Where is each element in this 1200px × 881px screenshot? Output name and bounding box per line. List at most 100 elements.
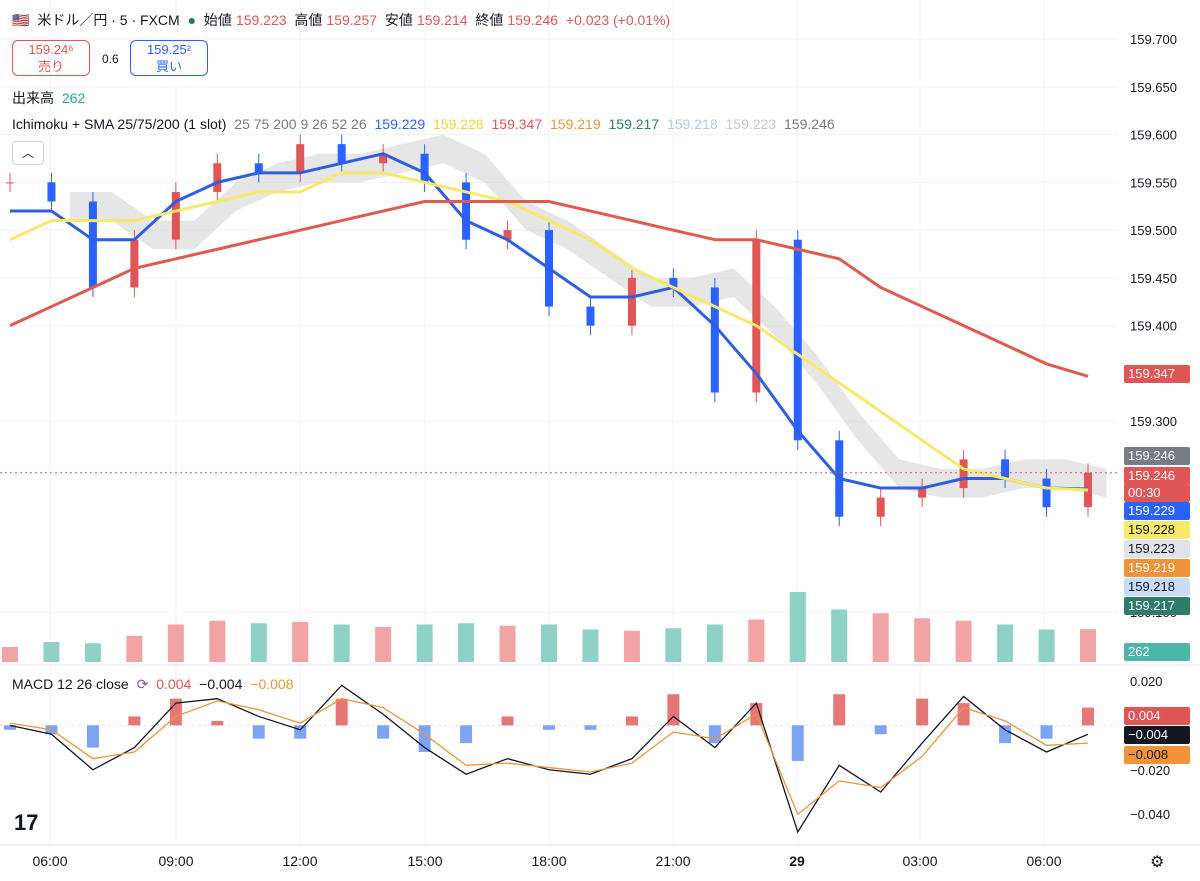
macd-line (9, 684, 1089, 834)
price-tag: 159.229 (1124, 502, 1190, 520)
macd-histogram-bar (4, 725, 16, 730)
ichimoku-legend[interactable]: Ichimoku + SMA 25/75/200 (1 slot) 25 75 … (12, 116, 839, 132)
macd-histogram-bar (833, 694, 846, 726)
macd-histogram-bar (377, 725, 390, 739)
sell-button[interactable]: 159.24⁶ 売り (12, 40, 90, 76)
volume-bar (167, 624, 184, 662)
volume-bar (126, 635, 143, 662)
price-axis-label: 159.600 (1130, 128, 1177, 143)
volume-bar (416, 624, 433, 662)
candle-body (627, 277, 636, 326)
macd-histogram-bar (916, 698, 929, 726)
candle-body (1042, 478, 1051, 508)
line-sma-75 (9, 171, 1089, 492)
volume-bar (2, 647, 18, 662)
volume-value: 262 (61, 90, 86, 106)
candle-body (379, 153, 388, 164)
price-axis-label: 159.700 (1130, 32, 1177, 47)
candle-body (503, 230, 512, 240)
change-value: +0.023 (+0.01%) (565, 12, 671, 28)
volume-label: 出来高 (12, 90, 54, 106)
price-tag: 159.223 (1124, 540, 1190, 558)
volume-bar (458, 623, 475, 662)
candle-body (586, 306, 595, 326)
sell-price: 159.24⁶ (28, 42, 74, 57)
symbol-name[interactable]: 米ドル／円 · 5 · FXCM (37, 12, 180, 28)
high-value: 159.257 (326, 12, 378, 28)
volume-bar (623, 630, 640, 662)
price-tag: 159.246 (1124, 447, 1190, 465)
macd-histogram-bar (791, 725, 804, 761)
price-axis-label: 159.400 (1130, 319, 1177, 334)
volume-bar (209, 620, 226, 662)
volume-bar (292, 622, 309, 662)
time-axis-label: 18:00 (531, 853, 566, 869)
candle-body (752, 239, 761, 393)
macd-pane (0, 684, 1118, 834)
volume-bar (375, 627, 392, 662)
buy-price: 159.25² (146, 42, 192, 57)
macd-histogram-bar (584, 725, 597, 730)
macd-histogram-bar (999, 725, 1012, 744)
candle-body (296, 144, 305, 173)
macd-histogram-bar (874, 725, 887, 735)
macd-axis-label: −0.020 (1130, 763, 1170, 778)
low-value: 159.214 (416, 12, 468, 28)
time-axis-label: 03:00 (902, 853, 937, 869)
gear-icon[interactable]: ⚙ (1150, 854, 1165, 871)
price-axis-label: 159.500 (1130, 223, 1177, 238)
macd-signal-line (9, 697, 1089, 816)
candle-body (793, 239, 802, 441)
legend-value: 159.223 (725, 116, 777, 132)
candle-body (918, 488, 927, 498)
ichimoku-name: Ichimoku + SMA 25/75/200 (1 slot) (12, 116, 227, 132)
low-label: 安値 (384, 12, 413, 28)
macd-histogram-bar (252, 725, 265, 739)
buy-button[interactable]: 159.25² 買い (130, 40, 208, 76)
volume-bar (84, 643, 101, 662)
line-sma-200 (9, 199, 1089, 378)
macd-legend[interactable]: MACD 12 26 close ⟳ 0.004 −0.004 −0.008 (12, 676, 298, 693)
volume-bars (2, 592, 1096, 662)
volume-bar (541, 624, 557, 662)
line-sma-25 (10, 152, 1089, 491)
macd-signal-value: −0.008 (250, 676, 294, 692)
macd-value: −0.004 (199, 676, 243, 692)
high-label: 高値 (294, 12, 323, 28)
close-value: 159.246 (507, 12, 559, 28)
legend-value: 159.228 (433, 116, 484, 132)
time-axis-label: 06:00 (1026, 853, 1061, 869)
volume-legend[interactable]: 出来高 262 (12, 88, 89, 108)
volume-bar (748, 619, 765, 662)
price-axis-label: 159.300 (1130, 414, 1177, 429)
volume-bar (333, 624, 350, 662)
volume-bar (914, 618, 931, 662)
market-status-dot: ● (187, 12, 197, 28)
price-tag: 159.246 (1124, 467, 1190, 485)
tradingview-logo[interactable]: 17 (14, 810, 39, 835)
price-tag: 0.004 (1124, 707, 1190, 725)
moving-average-lines (9, 152, 1089, 492)
price-tag: −0.008 (1124, 746, 1190, 764)
chevron-up-icon[interactable]: ︿ (12, 141, 44, 165)
time-axis-label: 15:00 (407, 853, 442, 869)
macd-histogram-bar (667, 694, 680, 726)
candle-body (959, 459, 968, 489)
ichimoku-cloud-area (70, 134, 1107, 498)
legend-value: 159.229 (374, 116, 426, 132)
volume-bar (789, 592, 806, 662)
macd-histogram-bar (1082, 707, 1094, 726)
price-axis-label: 159.650 (1130, 80, 1177, 95)
macd-histogram-bar (211, 720, 224, 726)
time-axis-label: 06:00 (32, 853, 67, 869)
volume-bar (582, 629, 599, 662)
price-tag: 159.228 (1124, 521, 1190, 539)
us-flag-icon: 🇺🇸 (12, 12, 30, 28)
volume-bar (250, 623, 267, 662)
time-axis-label: 09:00 (158, 853, 193, 869)
price-tag: 159.217 (1124, 597, 1190, 615)
legend-value: 159.219 (550, 116, 601, 132)
axes: 159.700 159.650 159.600 159.550 159.500 159.4… (0, 32, 1200, 869)
open-value: 159.223 (235, 12, 287, 28)
